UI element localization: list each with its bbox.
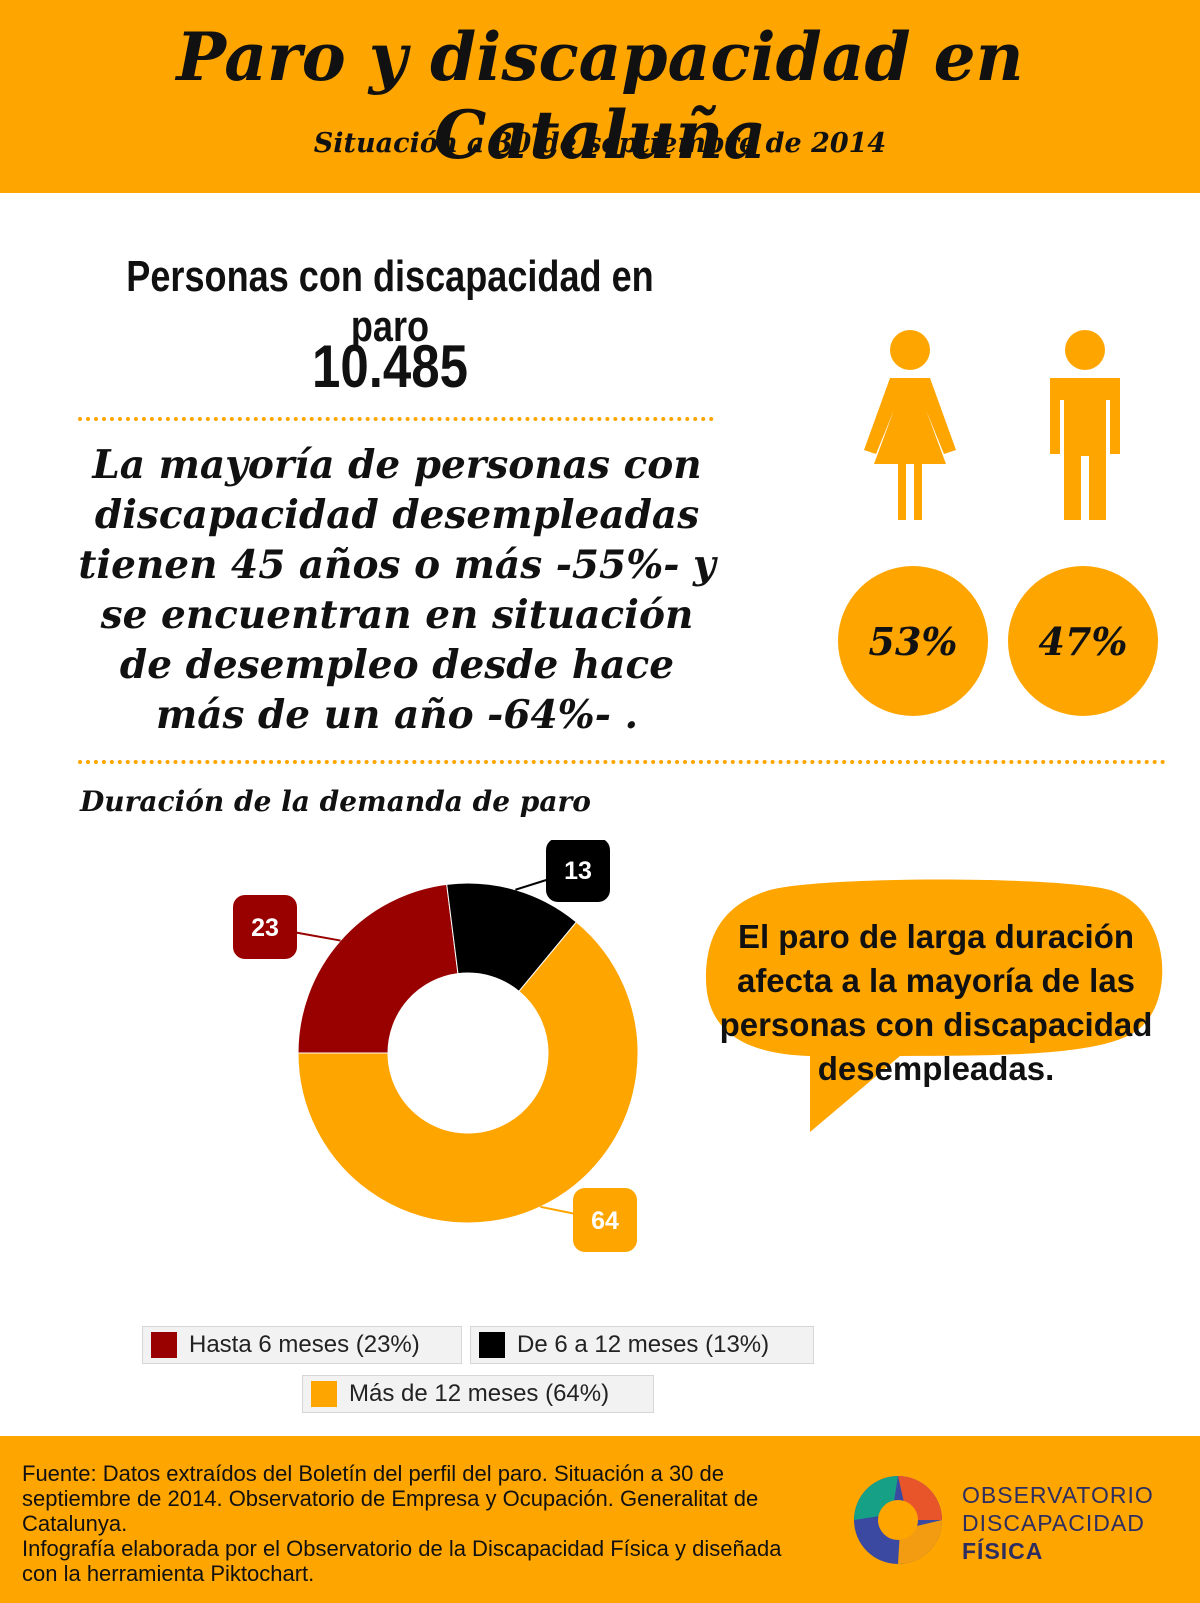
- legend-label: De 6 a 12 meses (13%): [517, 1331, 770, 1358]
- credit-note: Infografía elaborada por el Observatorio…: [22, 1536, 782, 1586]
- legend-item: Hasta 6 meses (23%): [142, 1326, 462, 1364]
- speech-bubble: [706, 879, 1163, 1132]
- logo-line: FÍSICA: [962, 1538, 1044, 1564]
- legend-swatch: [479, 1332, 505, 1358]
- divider: [78, 760, 1166, 764]
- data-label: 13: [564, 857, 592, 885]
- legend-item: De 6 a 12 meses (13%): [470, 1326, 814, 1364]
- man-icon: [1050, 330, 1120, 520]
- data-label: 64: [591, 1207, 619, 1235]
- footer-banner: [0, 1436, 1200, 1603]
- men-percent: 47%: [1038, 618, 1128, 664]
- header-banner: [0, 0, 1200, 193]
- women-percent: 53%: [868, 618, 958, 664]
- donut-chart: 23 13 64: [233, 840, 639, 1252]
- legend-swatch: [151, 1332, 177, 1358]
- logo-line: OBSERVATORIO: [962, 1482, 1154, 1508]
- legend-item: Más de 12 meses (64%): [302, 1375, 654, 1413]
- page-title: Paro y discapacidad en Cataluña: [176, 18, 1024, 174]
- callout-text: El paro de larga duración afecta a la ma…: [719, 918, 1153, 1087]
- stat-value: 10.485: [311, 333, 468, 400]
- source-note: Fuente: Datos extraídos del Boletín del …: [22, 1461, 759, 1536]
- legend-label: Hasta 6 meses (23%): [189, 1331, 420, 1358]
- woman-icon: [864, 330, 956, 520]
- divider: [78, 417, 714, 421]
- footer-text: Fuente: Datos extraídos del Boletín del …: [22, 1461, 822, 1586]
- data-label-box: [573, 1188, 637, 1252]
- data-label-box: [233, 895, 297, 959]
- donut-slice: [297, 921, 639, 1224]
- observatory-logo-icon: [854, 1476, 942, 1564]
- chart-title: Duración de la demanda de paro: [80, 785, 591, 818]
- logo-line: DISCAPACIDAD: [962, 1510, 1145, 1536]
- stat-label: Personas con discapacidad en paro: [126, 252, 654, 351]
- data-label: 23: [251, 914, 279, 942]
- women-percent-badge: 53%: [838, 566, 988, 716]
- legend-swatch: [311, 1381, 337, 1407]
- page-subtitle: Situación a 30 de septiembre de 2014: [313, 128, 887, 159]
- legend-label: Más de 12 meses (64%): [349, 1380, 610, 1407]
- data-label-box: [546, 840, 610, 902]
- observatory-logo-text: OBSERVATORIO DISCAPACIDAD FÍSICA: [962, 1481, 1154, 1565]
- men-percent-badge: 47%: [1008, 566, 1158, 716]
- summary-text: La mayoría de personas con discapacidad …: [78, 442, 716, 738]
- donut-slice: [297, 883, 459, 1054]
